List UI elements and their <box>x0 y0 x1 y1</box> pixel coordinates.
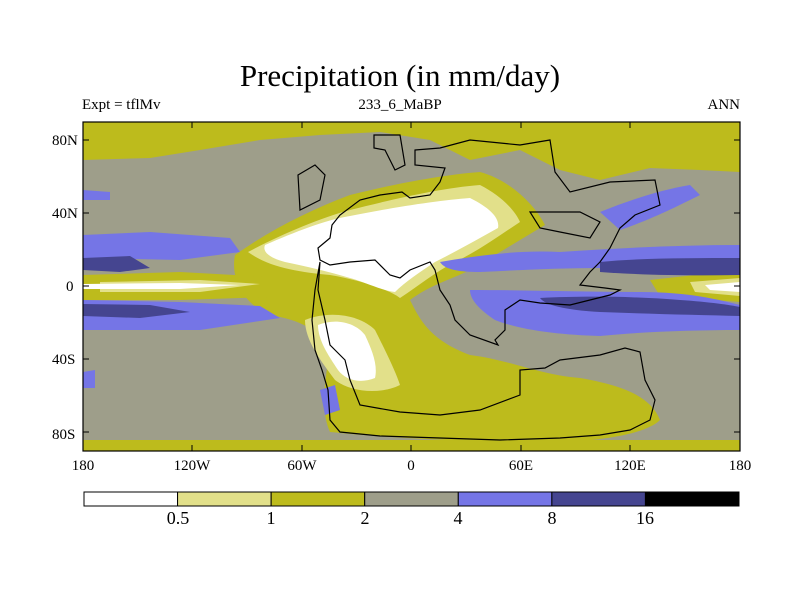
lon-tick-label-120e: 120E <box>614 458 646 474</box>
lat-tick-label-40s: 40S <box>52 352 76 368</box>
colorbar <box>83 491 740 507</box>
lat-tick-label-80n: 80N <box>52 133 78 149</box>
colorbar-box-4 <box>457 491 553 507</box>
asia-inner-outline <box>528 211 601 239</box>
eurasia-africa-outline <box>317 139 661 347</box>
lon-tick-label-60w: 60W <box>287 458 317 474</box>
colorbar-label-16: 16 <box>636 508 654 528</box>
lon-tick-label-60e: 60E <box>508 458 534 474</box>
season-label: ANN <box>707 97 741 113</box>
lat-tick-label-80s: 80S <box>52 427 76 443</box>
colorbar-label-2: 2 <box>360 508 370 528</box>
arctic-island-west-outline <box>297 164 326 211</box>
lon-ticks <box>191 122 631 451</box>
field-band-8-16-north-equatorial <box>600 258 740 276</box>
chart-title: Precipitation (in mm/day) <box>239 58 561 93</box>
experiment-label: Expt = tflMv <box>82 97 161 113</box>
colorbar-box-1 <box>177 491 272 507</box>
field-band-8-16-south-pacific <box>83 304 190 318</box>
lon-tick-label-180w: 180 <box>71 458 95 474</box>
field-band-8-16-south-equatorial <box>540 296 740 316</box>
lon-tick-label-120w: 120W <box>173 458 211 474</box>
period-label: 233_6_MaBP <box>358 97 442 113</box>
field-band-below-0.5-west-pacific <box>705 282 740 292</box>
gondwana-outline <box>311 261 656 441</box>
lon-tick-label-180e: 180 <box>728 458 752 474</box>
field-band-below-0.5-desert <box>264 198 499 292</box>
field-band-4-8-north-pacific <box>83 232 240 260</box>
arctic-island-north-outline <box>373 134 406 171</box>
colorbar-label-1: 1 <box>266 508 276 528</box>
field-band-4-8-north-atlantic-west <box>83 190 110 200</box>
colorbar-box-0 <box>83 491 179 507</box>
colorbar-box-6 <box>644 491 740 507</box>
field-band-4-8-northwest-pacific <box>600 185 700 230</box>
colorbar-box-5 <box>551 491 646 507</box>
colorbar-label-4: 4 <box>453 508 463 528</box>
field-band-8-16-east-pacific <box>83 256 150 272</box>
field-band-4-8-southwest-pacific <box>83 370 95 388</box>
field-band-below-0.5-south-africa <box>318 321 376 381</box>
lon-tick-label-0: 0 <box>407 458 415 474</box>
lat-tick-label-0: 0 <box>66 279 74 295</box>
lat-ticks <box>83 139 740 433</box>
colorbar-box-2 <box>270 491 366 507</box>
colorbar-box-3 <box>364 491 459 507</box>
field-band-4-8-south-atlantic <box>320 385 340 415</box>
colorbar-label-8: 8 <box>547 508 557 528</box>
field-band-below-0.5-equatorial-pacific <box>83 283 240 289</box>
colorbar-label-0.5: 0.5 <box>166 508 190 528</box>
lat-tick-label-40n: 40N <box>52 206 78 222</box>
field-band-1-2-north <box>83 122 740 180</box>
